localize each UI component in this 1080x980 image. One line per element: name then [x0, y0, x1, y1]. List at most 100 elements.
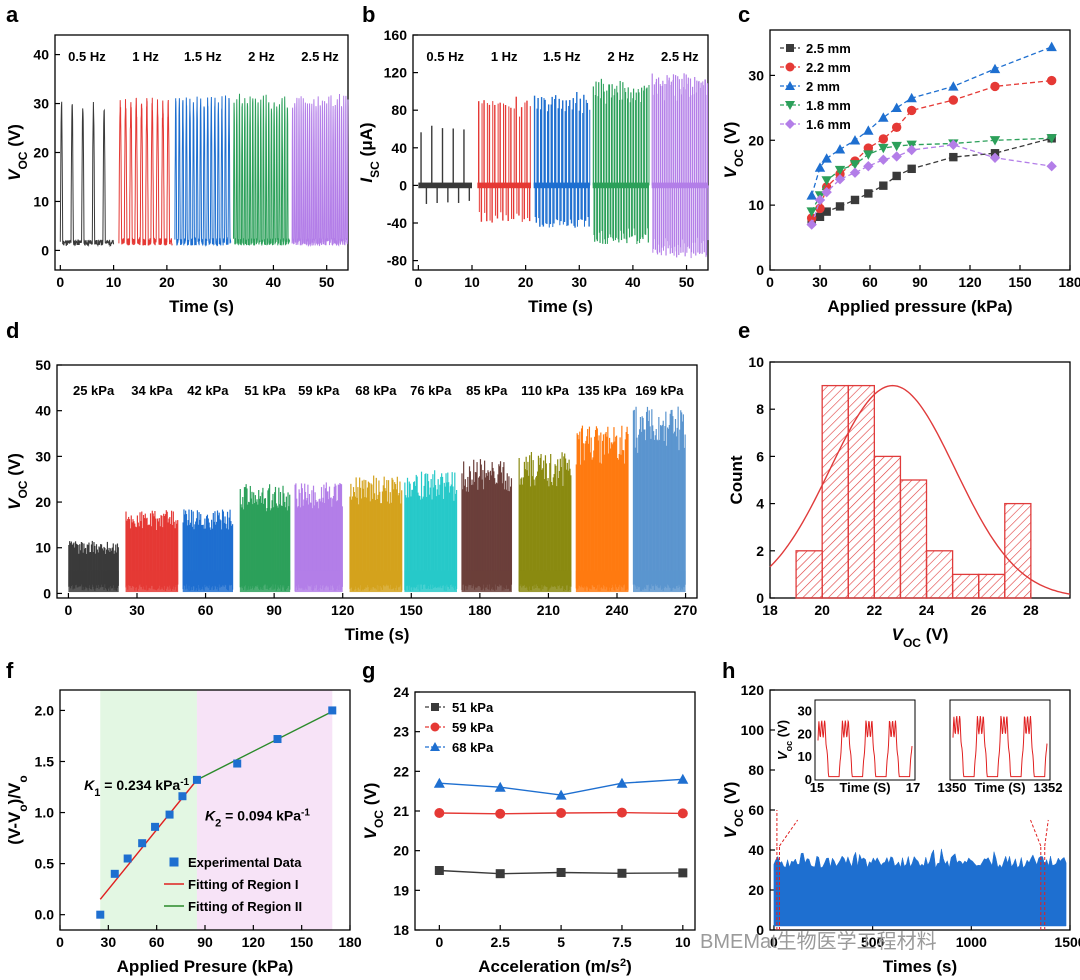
panel-label-e: e — [738, 318, 750, 343]
segment-label: 2 Hz — [607, 49, 634, 64]
data-point — [555, 789, 567, 800]
region-1-shade — [100, 690, 197, 930]
label-subscript: OC — [372, 810, 386, 828]
data-point — [878, 143, 889, 154]
legend-marker — [786, 44, 794, 52]
data-point — [879, 181, 888, 190]
y-tick-label: 50 — [35, 357, 51, 373]
segment-label: 135 kPa — [578, 383, 627, 398]
y-tick-label: 0 — [756, 262, 764, 278]
inset-y-tick-label: 0 — [805, 772, 812, 787]
histogram-bar — [847, 384, 875, 599]
x-tick-label: 60 — [198, 602, 214, 618]
x-tick-label: 40 — [625, 274, 641, 290]
label-symbol: V — [721, 165, 740, 178]
panel-label-c: c — [738, 2, 750, 27]
histogram-bar — [925, 550, 954, 599]
segment-label: 2 Hz — [248, 49, 275, 64]
data-point — [806, 219, 817, 230]
data-point — [849, 167, 861, 178]
data-point — [850, 195, 860, 205]
y-axis-title: VOC (V) — [5, 453, 30, 510]
data-point — [434, 807, 445, 818]
data-point — [849, 160, 861, 170]
legend-marker — [785, 101, 795, 110]
x-tick-label: 22 — [867, 602, 883, 618]
y-axis-title: (V-Vo)/Vo — [5, 775, 30, 844]
segment-label: 1.5 Hz — [184, 49, 222, 64]
x-tick-label: 0 — [414, 274, 422, 290]
gaussian-fit-curve — [769, 384, 1071, 595]
y-tick-label: 40 — [33, 47, 49, 63]
panel-label-g: g — [362, 658, 375, 683]
x-axis-title: Times (s) — [883, 957, 957, 976]
data-point — [678, 868, 688, 878]
legend-label: 2.2 mm — [806, 60, 851, 75]
segment-label: 42 kPa — [187, 383, 229, 398]
y-tick-label: 4 — [756, 496, 764, 512]
inset-x-axis-title: Time (S) — [974, 780, 1025, 795]
data-point — [495, 869, 505, 879]
data-point — [814, 194, 826, 206]
data-point — [617, 868, 627, 878]
series-line-2 — [811, 46, 1052, 196]
x-tick-label: 60 — [862, 274, 878, 290]
data-point — [949, 152, 958, 162]
data-point — [151, 822, 160, 831]
label-subscript: OC — [16, 480, 30, 498]
y-tick-label: 80 — [391, 102, 407, 118]
data-point — [677, 808, 688, 819]
y-tick-label: 24 — [393, 684, 409, 700]
inset-signal — [952, 715, 1048, 778]
panel-b: b 0 10 20 30 40 50 -80 -40 0 40 80 120 160 0.5 Hz 1 Hz 1… — [357, 2, 709, 316]
segment-label: 110 kPa — [521, 383, 569, 398]
data-point — [891, 102, 902, 113]
anno-symbol: K — [205, 808, 216, 824]
y-axis-title: VOC (V) — [361, 783, 386, 840]
panel-label-b: b — [362, 2, 375, 27]
data-point — [806, 207, 817, 217]
legend-marker — [785, 81, 795, 90]
histogram-bar — [873, 455, 902, 599]
legend-marker — [785, 62, 795, 72]
data-point — [814, 162, 826, 172]
segment-label: 51 kPa — [244, 383, 286, 398]
inset-0: 15 17 0 10 20 30 Time (S) Voc (V) — [775, 699, 920, 795]
x-tick-label: 150 — [1008, 274, 1032, 290]
legend-marker — [431, 703, 439, 711]
y-tick-label: 0 — [756, 590, 764, 606]
panel-d: d 0 30 60 90 120 150 180 210 240 270 0 10 20 30 40 50 25 … — [5, 318, 698, 644]
legend-label: Fitting of Region I — [188, 877, 298, 892]
y-tick-label: -40 — [387, 215, 407, 231]
anno-text: = 0.094 kPa — [221, 808, 301, 824]
y-tick-label: 0 — [399, 177, 407, 193]
segment-label: 34 kPa — [131, 383, 173, 398]
segment-label: 59 kPa — [298, 383, 340, 398]
legend-label: 59 kPa — [452, 720, 494, 735]
data-point — [494, 781, 506, 792]
legend-label: 2.5 mm — [806, 41, 851, 56]
data-point — [892, 171, 901, 181]
x-tick-label: 20 — [518, 274, 534, 290]
y-tick-label: 80 — [748, 762, 764, 778]
xlab-b: ) — [626, 957, 632, 976]
signal-segment-0 — [59, 101, 115, 248]
legend-label: Fitting of Region II — [188, 899, 302, 914]
data-point — [864, 189, 873, 198]
segment-label: 2.5 Hz — [661, 49, 699, 64]
x-tick-label: 50 — [319, 274, 335, 290]
y-tick-label: 0 — [41, 242, 49, 258]
segment-fill-3 — [239, 570, 291, 593]
x-tick-label: 0 — [435, 934, 443, 950]
y-tick-label: 1.5 — [35, 753, 55, 769]
segment-label: 76 kPa — [410, 383, 452, 398]
segment-fill-6 — [404, 570, 457, 593]
y-tick-label: 20 — [748, 132, 764, 148]
data-point — [273, 735, 282, 744]
data-point — [822, 207, 831, 216]
histogram-bar — [821, 384, 849, 599]
x-axis-title: Applied Presure (kPa) — [117, 957, 294, 976]
zoom-marker — [1030, 819, 1042, 847]
y-axis-title: VOC (V) — [721, 782, 746, 839]
